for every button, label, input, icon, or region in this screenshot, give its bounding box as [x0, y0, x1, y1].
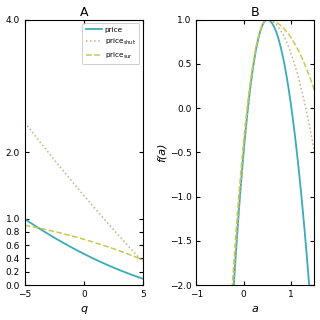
- price$_{\mathsf{shut}}$: [141, 260, 145, 264]
- price: [23, 217, 27, 221]
- Legend: price, price$_{\mathsf{shut}}$, price$_{\mathsf{sur}}$: price, price$_{\mathsf{shut}}$, price$_{…: [82, 23, 139, 64]
- Line: price$_{\mathsf{sur}}$: price$_{\mathsf{sur}}$: [25, 225, 143, 260]
- X-axis label: a: a: [252, 304, 259, 315]
- Title: A: A: [80, 5, 88, 19]
- Line: price: price: [25, 219, 143, 279]
- price: [80, 251, 84, 255]
- price$_{\mathsf{shut}}$: [87, 199, 91, 203]
- price: [141, 277, 145, 281]
- price$_{\mathsf{shut}}$: [80, 191, 84, 195]
- price$_{\mathsf{shut}}$: [138, 257, 142, 261]
- price$_{\mathsf{shut}}$: [120, 237, 124, 241]
- price$_{\mathsf{shut}}$: [23, 121, 27, 124]
- price$_{\mathsf{shut}}$: [93, 207, 97, 211]
- price$_{\mathsf{sur}}$: [87, 239, 91, 243]
- price: [87, 254, 91, 258]
- price: [138, 276, 142, 280]
- Y-axis label: f(a): f(a): [157, 143, 167, 162]
- price$_{\mathsf{sur}}$: [80, 237, 84, 241]
- X-axis label: q: q: [80, 304, 87, 315]
- price$_{\mathsf{sur}}$: [141, 258, 145, 262]
- price$_{\mathsf{sur}}$: [79, 236, 83, 240]
- price: [79, 251, 83, 254]
- price: [93, 257, 97, 261]
- price: [120, 269, 124, 273]
- price$_{\mathsf{sur}}$: [138, 257, 142, 260]
- price$_{\mathsf{sur}}$: [93, 241, 97, 244]
- price$_{\mathsf{sur}}$: [120, 250, 124, 253]
- Title: B: B: [251, 5, 260, 19]
- price$_{\mathsf{shut}}$: [79, 190, 83, 194]
- Line: price$_{\mathsf{shut}}$: price$_{\mathsf{shut}}$: [25, 123, 143, 262]
- price$_{\mathsf{sur}}$: [23, 223, 27, 227]
